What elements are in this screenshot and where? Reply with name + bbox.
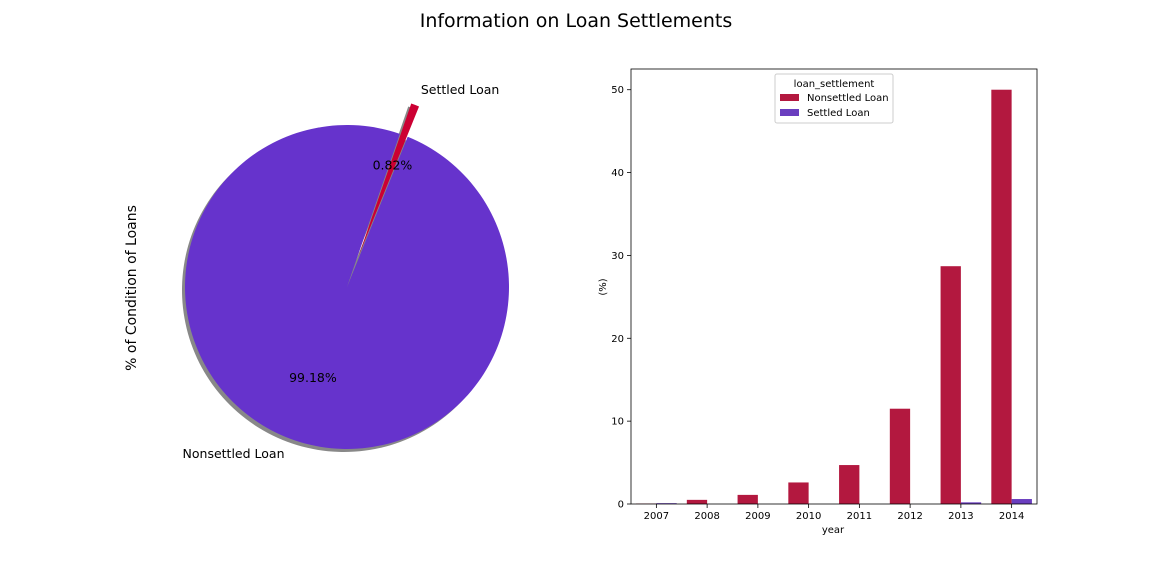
pie-ylabel: % of Condition of Loans [124,205,140,371]
y-tick-label: 0 [618,500,624,511]
pie-slice-nonsettled-loan [185,125,510,450]
bar-settled-loan-2014 [1011,499,1032,504]
bar-settled-loan-2007 [656,503,677,504]
bar-axes-frame [630,68,1038,505]
x-tick-label: 2011 [847,511,872,522]
x-tick-label: 2007 [644,511,669,522]
bar-ylabel: (%) [598,278,609,295]
legend-label-nonsettled: Nonsettled Loan [807,93,889,104]
legend-frame [774,73,894,124]
legend-swatch-settled [780,109,799,116]
bar-nonsettled-loan-2012 [889,408,911,504]
legend-label-settled: Settled Loan [807,108,870,119]
bar-chart: year (%) 2007 2008 2009 2010 2011 2012 2013 201… [598,68,1038,536]
bar-nonsettled-loan-2013 [940,266,961,504]
y-tick-label: 20 [611,334,624,345]
pie-slice-settled-loan [358,103,420,257]
x-tick-label: 2008 [694,511,719,522]
x-tick-label: 2009 [745,511,770,522]
y-tick-label: 40 [611,168,624,179]
legend-title: loan_settlement [794,79,875,90]
y-tick-label: 50 [611,85,624,96]
bar-xlabel: year [822,525,845,536]
x-tick-label: 2013 [948,511,973,522]
bar-nonsettled-loan-2011 [839,465,860,504]
pie-pct-label-0: 99.18% [289,370,337,385]
bar-legend: loan_settlement Nonsettled Loan Settled … [774,73,894,124]
pie-chart: % of Condition of Loans Nonsettled Loan 9… [124,82,510,461]
legend-swatch-nonsettled [780,94,799,101]
bar-nonsettled-loan-2009 [737,494,758,504]
x-tick-label: 2010 [796,511,821,522]
x-tick-label: 2012 [897,511,922,522]
bar-nonsettled-loan-2014 [991,89,1012,504]
bar-nonsettled-loan-2008 [686,499,708,504]
x-tick-label: 2014 [999,511,1024,522]
pie-label-1: Settled Loan [421,82,499,97]
figure-title: Information on Loan Settlements [420,10,733,32]
bar-settled-loan-2013 [960,502,982,504]
pie-pct-label-1: 0.82% [373,158,413,173]
y-tick-label: 30 [611,251,624,262]
bar-nonsettled-loan-2010 [788,482,809,504]
pie-label-0: Nonsettled Loan [183,446,285,461]
y-tick-label: 10 [611,417,624,428]
